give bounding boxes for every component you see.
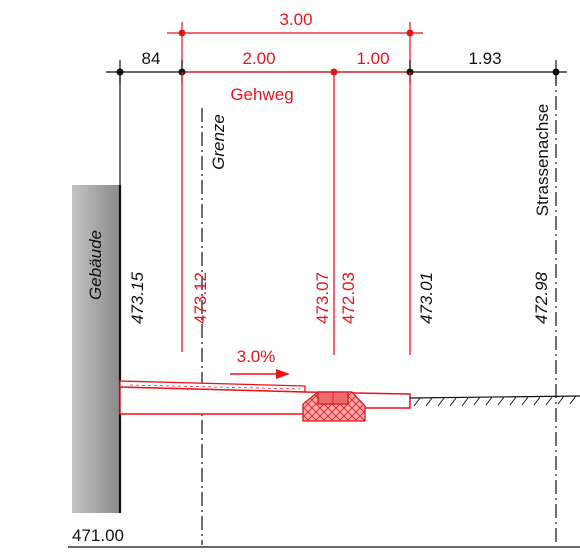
elev-boundary: 473.12: [191, 272, 210, 324]
elev-curb-top: 473.07: [313, 272, 332, 324]
dim-offset-label: 84: [142, 49, 161, 68]
boundary-label: Grenze: [209, 114, 228, 170]
elev-road-edge: 473.01: [417, 272, 436, 324]
elev-axis: 472.98: [532, 271, 551, 324]
dim-curb-label: 1.00: [356, 49, 389, 68]
dim-axis-label: 1.93: [468, 49, 501, 68]
slope-arrow: [230, 369, 290, 379]
datum-label: 471.00: [72, 526, 124, 545]
building-wall: [72, 185, 120, 513]
reference-lines: [119, 72, 557, 545]
sidewalk-section: [119, 380, 411, 422]
axis-label: Strassenachse: [533, 104, 552, 216]
building-label: Gebäude: [86, 230, 105, 300]
slope-label: 3.0%: [237, 347, 276, 366]
dim-sidewalk-label: 2.00: [242, 49, 275, 68]
elev-curb-bottom: 472.03: [339, 272, 358, 324]
sidewalk-label: Gehweg: [230, 85, 293, 104]
elev-building: 473.15: [128, 271, 147, 324]
dim-total-label: 3.00: [279, 10, 312, 29]
road-surface: [409, 395, 580, 407]
